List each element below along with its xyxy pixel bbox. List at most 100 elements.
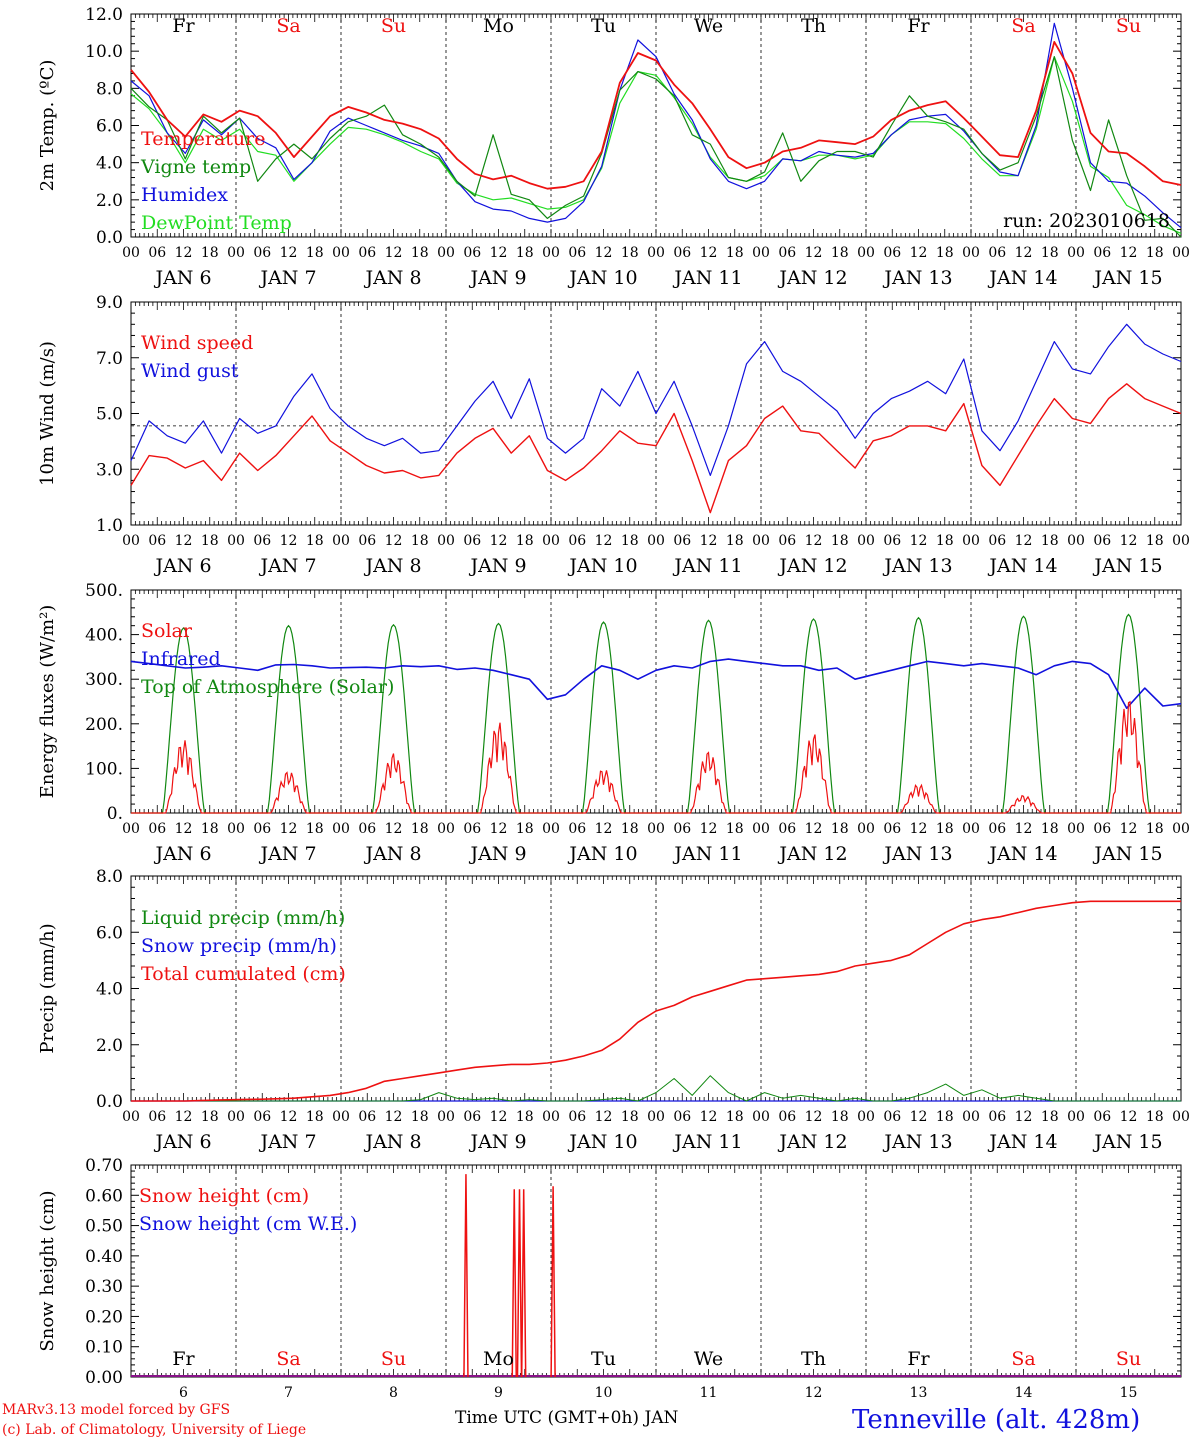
hour-tick-label: 12: [805, 821, 823, 837]
weekday-label: Fr: [172, 1348, 195, 1370]
hour-tick-label: 12: [1120, 533, 1138, 549]
hour-tick-label: 18: [1146, 1109, 1164, 1125]
hour-tick-label: 12: [490, 821, 508, 837]
panel-5: 0.00 0.10 0.20 0.30 0.40 0.50 0.60 0.70 Snow hei…: [37, 1156, 1182, 1401]
hour-tick-label: 06: [883, 821, 901, 837]
hour-tick-label: 12: [805, 1109, 823, 1125]
hour-tick-label: 06: [568, 245, 586, 261]
hour-tick-label: 18: [306, 821, 324, 837]
day-tick-label: JAN 15: [1092, 555, 1162, 577]
hour-tick-label: 06: [883, 533, 901, 549]
day-tick-label: JAN 11: [672, 267, 742, 289]
hour-tick-label: 06: [148, 821, 166, 837]
hour-tick-label: 18: [411, 533, 429, 549]
series-line-0: [130, 41, 1182, 190]
hour-tick-label: 00: [227, 1109, 245, 1125]
hour-tick-label: 00: [857, 1109, 875, 1125]
hour-tick-label: 12: [385, 245, 403, 261]
y-tick-label: 5.0: [96, 405, 123, 425]
hour-tick-label: 18: [831, 1109, 849, 1125]
hour-tick-label: 00: [122, 245, 140, 261]
panel-3: 0. 100. 200. 300. 400. 500. Energy fluxes (W/m…: [37, 581, 1190, 865]
hour-tick-label: 12: [1120, 1109, 1138, 1125]
hour-tick-label: 18: [726, 533, 744, 549]
hour-tick-label: 18: [201, 821, 219, 837]
day-tick-label: JAN 14: [987, 555, 1057, 577]
day-number-label: 14: [1015, 1385, 1033, 1401]
panel-2: 1.0 3.0 5.0 7.0 9.0 10m Wind (m/s) 00 06 12 18 00 0…: [37, 293, 1190, 577]
hour-tick-label: 06: [148, 245, 166, 261]
y-tick-label: 0.70: [85, 1156, 123, 1176]
hour-tick-label: 00: [857, 533, 875, 549]
hour-tick-label: 06: [463, 533, 481, 549]
y-tick-label: 6.0: [96, 117, 123, 137]
hour-tick-label: 06: [1093, 245, 1111, 261]
day-number-label: 11: [700, 1385, 718, 1401]
day-tick-label: JAN 10: [567, 267, 637, 289]
hour-tick-label: 06: [778, 245, 796, 261]
day-tick-label: JAN 9: [468, 1131, 526, 1153]
hour-tick-label: 00: [857, 245, 875, 261]
snow-height-spike: [516, 1189, 523, 1378]
hour-tick-label: 00: [752, 245, 770, 261]
hour-tick-label: 18: [1041, 245, 1059, 261]
liquid-precip-line: [131, 1075, 1181, 1102]
hour-tick-label: 00: [647, 533, 665, 549]
hour-tick-label: 18: [726, 1109, 744, 1125]
weekday-label: Tu: [591, 15, 616, 37]
hour-tick-label: 06: [778, 1109, 796, 1125]
hour-tick-label: 00: [542, 1109, 560, 1125]
legend-entry: Total cumulated (cm): [141, 963, 346, 985]
hour-tick-label: 06: [253, 245, 271, 261]
legend-entry: Infrared: [141, 648, 221, 670]
hour-tick-label: 18: [516, 1109, 534, 1125]
y-tick-label: 12.0: [85, 5, 123, 25]
hour-tick-label: 00: [1067, 245, 1085, 261]
hour-tick-label: 12: [175, 821, 193, 837]
panel-4: 0.0 2.0 4.0 6.0 8.0 Precip (mm/h) 00 06 12 18 00 06…: [37, 867, 1190, 1153]
hour-tick-label: 00: [437, 1109, 455, 1125]
day-tick-label: JAN 11: [672, 843, 742, 865]
panels-group: 0.0 2.0 4.0 6.0 8.0 10.0 12.0 2m Temp. (ºC) 00 06…: [37, 5, 1190, 1401]
day-tick-label: JAN 14: [987, 1131, 1057, 1153]
hour-tick-label: 12: [175, 533, 193, 549]
hour-tick-label: 18: [1146, 821, 1164, 837]
snow-height-spike: [463, 1174, 469, 1378]
hour-tick-label: 12: [490, 245, 508, 261]
hour-tick-label: 18: [201, 533, 219, 549]
y-tick-label: 0.00: [85, 1368, 123, 1388]
hour-tick-label: 12: [1015, 1109, 1033, 1125]
hour-tick-label: 18: [411, 821, 429, 837]
day-tick-label: JAN 11: [672, 1131, 742, 1153]
weekday-label: Sa: [1011, 15, 1035, 37]
hour-tick-label: 18: [831, 533, 849, 549]
hour-tick-label: 18: [1041, 533, 1059, 549]
hour-tick-label: 06: [1093, 533, 1111, 549]
y-tick-label: 0.: [107, 804, 123, 824]
day-tick-label: JAN 15: [1092, 267, 1162, 289]
hour-tick-label: 00: [1172, 533, 1190, 549]
y-axis-label: Snow height (cm): [37, 1190, 58, 1351]
y-tick-label: 0.60: [85, 1186, 123, 1206]
hour-tick-label: 18: [201, 245, 219, 261]
weekday-label: Su: [381, 1348, 406, 1370]
weekday-label: Sa: [276, 15, 300, 37]
hour-tick-label: 18: [1146, 533, 1164, 549]
day-tick-label: JAN 6: [153, 1131, 211, 1153]
hour-tick-label: 06: [673, 821, 691, 837]
hour-tick-label: 00: [857, 821, 875, 837]
weekday-label: Su: [381, 15, 406, 37]
hour-tick-label: 18: [726, 245, 744, 261]
y-tick-label: 9.0: [96, 293, 123, 313]
hour-tick-label: 06: [148, 1109, 166, 1125]
hour-tick-label: 00: [227, 533, 245, 549]
hour-tick-label: 06: [778, 821, 796, 837]
hour-tick-label: 18: [411, 1109, 429, 1125]
legend-entry: Top of Atmosphere (Solar): [141, 676, 394, 698]
hour-tick-label: 00: [332, 245, 350, 261]
hour-tick-label: 00: [1172, 1109, 1190, 1125]
hour-tick-label: 12: [175, 245, 193, 261]
day-tick-label: JAN 6: [153, 555, 211, 577]
day-tick-label: JAN 7: [258, 1131, 316, 1153]
hour-tick-label: 12: [595, 1109, 613, 1125]
